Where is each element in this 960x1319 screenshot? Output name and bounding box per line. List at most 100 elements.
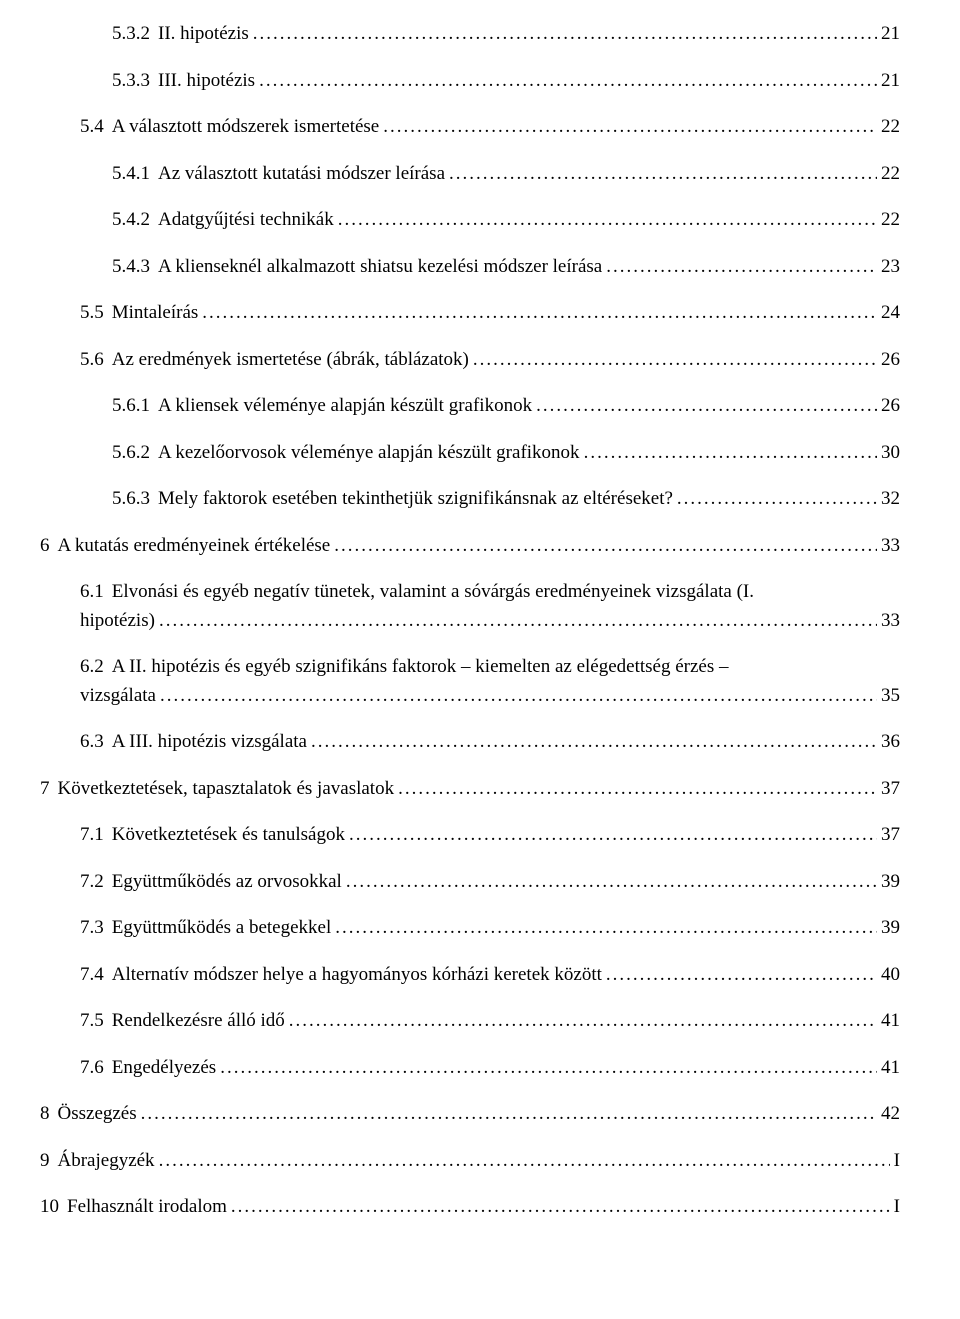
toc-page: I <box>890 1147 900 1176</box>
toc-title: Mintaleírás <box>112 299 199 328</box>
toc-title: A kliensek véleménye alapján készült gra… <box>158 392 532 421</box>
toc-page: 42 <box>877 1100 900 1129</box>
toc-entry: 5.6.1A kliensek véleménye alapján készül… <box>40 392 900 421</box>
toc-entry: 6.2A II. hipotézis és egyéb szignifikáns… <box>40 653 900 710</box>
toc-leader-dots <box>227 1193 890 1222</box>
toc-entry: 8Összegzés 42 <box>40 1100 900 1129</box>
toc-title: Együttműködés az orvosokkal <box>112 868 342 897</box>
toc-number: 6.2 <box>80 653 112 682</box>
toc-page: 35 <box>877 682 900 711</box>
toc-entry: 5.3.3III. hipotézis21 <box>40 67 900 96</box>
toc-leader-dots <box>673 485 877 514</box>
table-of-contents: 5.3.2II. hipotézis 21 5.3.3III. hipotézis2… <box>40 20 900 1222</box>
toc-title: Felhasznált irodalom <box>67 1193 227 1222</box>
toc-leader-dots <box>255 67 877 96</box>
toc-page: I <box>890 1193 900 1222</box>
toc-entry: 5.6.3Mely faktorok esetében tekinthetjük… <box>40 485 900 514</box>
toc-entry: 5.4.3A klienseknél alkalmazott shiatsu k… <box>40 253 900 282</box>
toc-page: 21 <box>877 20 900 49</box>
toc-page: 30 <box>877 439 900 468</box>
toc-title: A választott módszerek ismertetése <box>112 113 380 142</box>
toc-entry: 6A kutatás eredményeinek értékelése 33 <box>40 532 900 561</box>
toc-entry: 9Ábrajegyzék I <box>40 1147 900 1176</box>
toc-leader-dots <box>249 20 877 49</box>
toc-title: Rendelkezésre álló idő <box>112 1007 285 1036</box>
toc-title: Együttműködés a betegekkel <box>112 914 332 943</box>
toc-title: Az eredmények ismertetése (ábrák, tábláz… <box>112 346 469 375</box>
toc-page: 37 <box>877 821 900 850</box>
toc-page: 37 <box>877 775 900 804</box>
toc-title: A III. hipotézis vizsgálata <box>112 728 307 757</box>
toc-number: 7.4 <box>80 961 112 990</box>
toc-title: Elvonási és egyéb negatív tünetek, valam… <box>112 578 754 607</box>
toc-title: Ábrajegyzék <box>58 1147 155 1176</box>
toc-title: Mely faktorok esetében tekinthetjük szig… <box>158 485 673 514</box>
toc-leader-dots <box>532 392 877 421</box>
toc-number: 7.1 <box>80 821 112 850</box>
toc-number: 5.4 <box>80 113 112 142</box>
toc-page: 39 <box>877 868 900 897</box>
toc-entry: 7.2Együttműködés az orvosokkal39 <box>40 868 900 897</box>
toc-entry: 6.1Elvonási és egyéb negatív tünetek, va… <box>40 578 900 635</box>
toc-page: 26 <box>877 346 900 375</box>
toc-number: 7.5 <box>80 1007 112 1036</box>
toc-leader-dots <box>602 253 877 282</box>
toc-number: 5.6 <box>80 346 112 375</box>
toc-entry: 7.3Együttműködés a betegekkel39 <box>40 914 900 943</box>
toc-number: 7.6 <box>80 1054 112 1083</box>
toc-leader-dots <box>342 868 877 897</box>
toc-number: 5.4.1 <box>112 160 158 189</box>
toc-title: Következtetések, tapasztalatok és javasl… <box>58 775 395 804</box>
toc-title: Összegzés <box>58 1100 137 1129</box>
toc-entry: 6.3A III. hipotézis vizsgálata 36 <box>40 728 900 757</box>
toc-title-cont: hipotézis) <box>80 607 155 636</box>
toc-title: A II. hipotézis és egyéb szignifikáns fa… <box>112 653 729 682</box>
toc-page: 23 <box>877 253 900 282</box>
toc-title: A kezelőorvosok véleménye alapján készül… <box>158 439 580 468</box>
toc-leader-dots <box>307 728 877 757</box>
toc-page: 33 <box>877 607 900 636</box>
toc-number: 5.6.1 <box>112 392 158 421</box>
toc-title: III. hipotézis <box>158 67 255 96</box>
toc-page: 41 <box>877 1054 900 1083</box>
toc-leader-dots <box>602 961 877 990</box>
toc-page: 22 <box>877 160 900 189</box>
toc-page: 33 <box>877 532 900 561</box>
toc-number: 8 <box>40 1100 58 1129</box>
toc-number: 9 <box>40 1147 58 1176</box>
toc-page: 24 <box>877 299 900 328</box>
toc-leader-dots <box>331 914 877 943</box>
toc-title: A kutatás eredményeinek értékelése <box>58 532 331 561</box>
toc-page: 36 <box>877 728 900 757</box>
toc-leader-dots <box>379 113 877 142</box>
toc-number: 6.3 <box>80 728 112 757</box>
toc-number: 7 <box>40 775 58 804</box>
toc-entry: 5.4A választott módszerek ismertetése22 <box>40 113 900 142</box>
toc-number: 5.3.2 <box>112 20 158 49</box>
toc-leader-dots <box>394 775 877 804</box>
toc-page: 40 <box>877 961 900 990</box>
toc-number: 10 <box>40 1193 67 1222</box>
toc-leader-dots <box>285 1007 877 1036</box>
toc-entry: 10Felhasznált irodalom I <box>40 1193 900 1222</box>
toc-leader-dots <box>155 1147 890 1176</box>
toc-title-cont: vizsgálata <box>80 682 156 711</box>
toc-entry: 7.4Alternatív módszer helye a hagyományo… <box>40 961 900 990</box>
toc-leader-dots <box>445 160 877 189</box>
toc-leader-dots <box>345 821 877 850</box>
toc-number: 5.5 <box>80 299 112 328</box>
toc-leader-dots <box>198 299 877 328</box>
toc-page: 22 <box>877 206 900 235</box>
toc-title: II. hipotézis <box>158 20 249 49</box>
toc-entry: 5.3.2II. hipotézis 21 <box>40 20 900 49</box>
toc-leader-dots <box>216 1054 877 1083</box>
toc-entry: 5.5Mintaleírás 24 <box>40 299 900 328</box>
toc-leader-dots <box>137 1100 877 1129</box>
toc-title: Engedélyezés <box>112 1054 216 1083</box>
toc-number: 6 <box>40 532 58 561</box>
toc-entry: 5.6Az eredmények ismertetése (ábrák, táb… <box>40 346 900 375</box>
toc-title: Az választott kutatási módszer leírása <box>158 160 445 189</box>
toc-page: 32 <box>877 485 900 514</box>
toc-entry: 5.4.1Az választott kutatási módszer leír… <box>40 160 900 189</box>
toc-leader-dots <box>330 532 877 561</box>
